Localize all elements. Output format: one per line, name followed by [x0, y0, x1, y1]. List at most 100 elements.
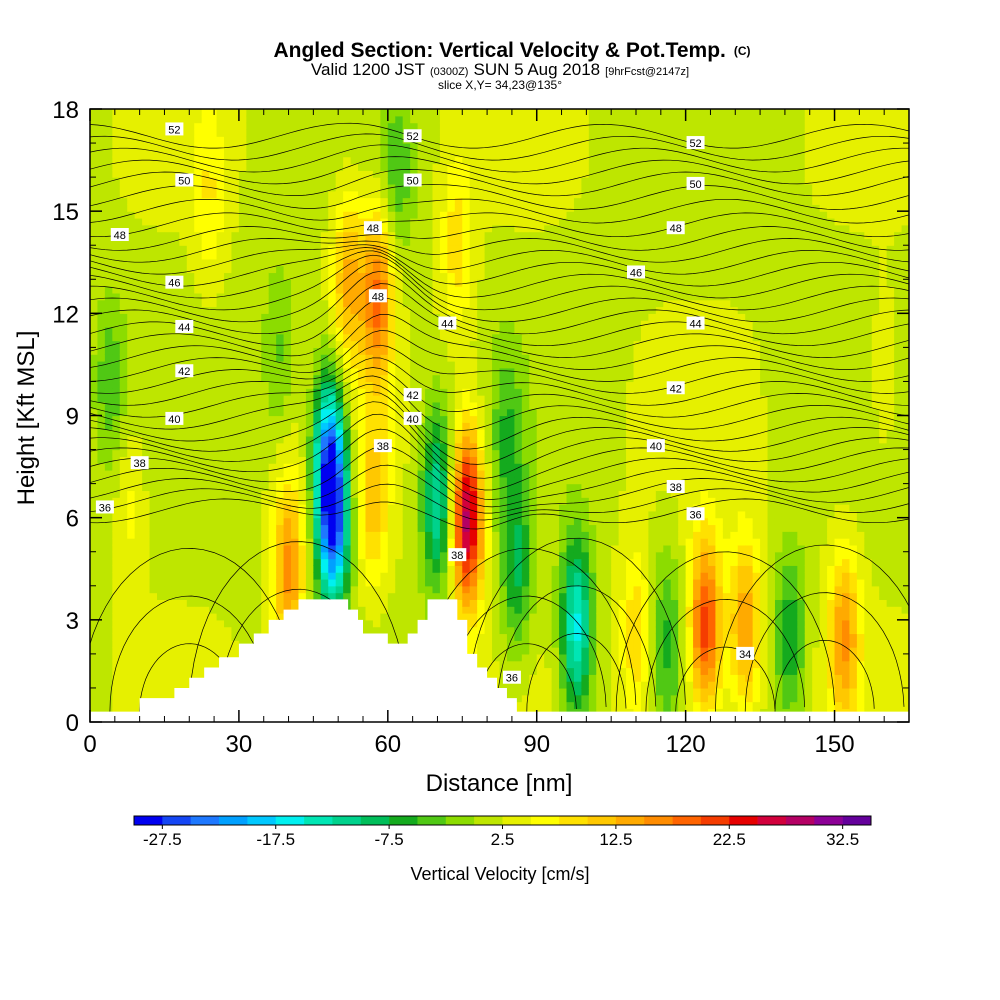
velocity-cell: [134, 674, 143, 682]
velocity-cell: [119, 374, 128, 383]
velocity-cell: [484, 313, 493, 321]
velocity-cell: [134, 149, 143, 158]
velocity-cell: [313, 149, 322, 158]
velocity-cell: [127, 613, 136, 621]
velocity-cell: [447, 578, 456, 587]
velocity-cell: [395, 190, 404, 199]
velocity-cell: [477, 606, 486, 614]
velocity-cell: [425, 476, 434, 485]
velocity-cell: [209, 578, 218, 587]
velocity-cell: [231, 476, 240, 485]
velocity-cell: [90, 190, 99, 199]
velocity-cell: [291, 504, 300, 512]
velocity-cell: [119, 279, 128, 287]
velocity-cell: [417, 149, 426, 158]
velocity-cell: [298, 476, 307, 485]
velocity-cell: [439, 504, 448, 512]
velocity-cell: [425, 231, 434, 240]
velocity-cell: [224, 238, 233, 246]
velocity-cell: [372, 136, 381, 144]
velocity-cell: [194, 415, 203, 423]
velocity-cell: [365, 538, 374, 546]
velocity-cell: [157, 619, 166, 628]
velocity-cell: [283, 381, 292, 389]
velocity-cell: [484, 163, 493, 171]
velocity-cell: [216, 122, 225, 131]
velocity-cell: [238, 313, 247, 321]
velocity-cell: [209, 252, 218, 260]
velocity-cell: [313, 272, 322, 280]
velocity-cell: [291, 217, 300, 226]
velocity-cell: [201, 279, 210, 287]
velocity-cell: [171, 265, 180, 274]
velocity-cell: [127, 197, 136, 205]
velocity-cell: [439, 115, 448, 124]
velocity-cell: [261, 204, 270, 212]
velocity-cell: [335, 354, 344, 362]
velocity-cell: [320, 504, 329, 512]
velocity-cell: [90, 265, 99, 274]
velocity-cell: [90, 306, 99, 314]
velocity-cell: [224, 224, 233, 233]
velocity-cell: [157, 143, 166, 151]
velocity-cell: [179, 463, 188, 471]
velocity-cell: [350, 572, 359, 580]
velocity-cell: [320, 585, 329, 594]
velocity-cell: [492, 592, 501, 600]
velocity-cell: [380, 388, 389, 396]
velocity-cell: [224, 292, 233, 301]
velocity-cell: [358, 592, 367, 600]
velocity-cell: [134, 592, 143, 600]
velocity-cell: [149, 667, 158, 675]
velocity-cell: [179, 258, 188, 267]
velocity-cell: [447, 517, 456, 526]
velocity-cell: [291, 551, 300, 560]
velocity-cell: [328, 204, 337, 212]
velocity-cell: [283, 354, 292, 362]
velocity-cell: [305, 299, 314, 308]
velocity-cell: [157, 156, 166, 165]
velocity-cell: [395, 183, 404, 192]
velocity-cell: [224, 408, 233, 417]
velocity-cell: [343, 551, 352, 560]
velocity-cell: [454, 190, 463, 199]
velocity-cell: [104, 306, 113, 314]
velocity-cell: [484, 183, 493, 192]
velocity-cell: [253, 115, 262, 124]
velocity-cell: [276, 224, 285, 233]
velocity-cell: [298, 122, 307, 131]
velocity-cell: [171, 381, 180, 389]
velocity-cell: [201, 633, 210, 641]
velocity-cell: [410, 122, 419, 131]
velocity-cell: [238, 211, 247, 219]
velocity-cell: [134, 354, 143, 362]
velocity-cell: [201, 258, 210, 267]
velocity-cell: [439, 395, 448, 403]
velocity-cell: [224, 367, 233, 376]
velocity-cell: [402, 245, 411, 253]
velocity-cell: [186, 633, 195, 641]
velocity-cell: [462, 183, 471, 192]
velocity-cell: [313, 592, 322, 600]
velocity-cell: [477, 640, 486, 648]
velocity-cell: [492, 279, 501, 287]
velocity-cell: [186, 204, 195, 212]
velocity-cell: [276, 143, 285, 151]
velocity-cell: [320, 415, 329, 423]
velocity-cell: [216, 497, 225, 505]
velocity-cell: [164, 517, 173, 526]
velocity-cell: [372, 306, 381, 314]
velocity-cell: [484, 381, 493, 389]
velocity-cell: [425, 395, 434, 403]
velocity-cell: [201, 599, 210, 607]
velocity-cell: [224, 115, 233, 124]
velocity-cell: [194, 585, 203, 594]
velocity-cell: [320, 279, 329, 287]
velocity-cell: [97, 361, 106, 369]
velocity-cell: [142, 367, 151, 376]
velocity-cell: [358, 367, 367, 376]
velocity-cell: [335, 313, 344, 321]
velocity-cell: [425, 401, 434, 410]
velocity-cell: [462, 613, 471, 621]
velocity-cell: [305, 558, 314, 566]
